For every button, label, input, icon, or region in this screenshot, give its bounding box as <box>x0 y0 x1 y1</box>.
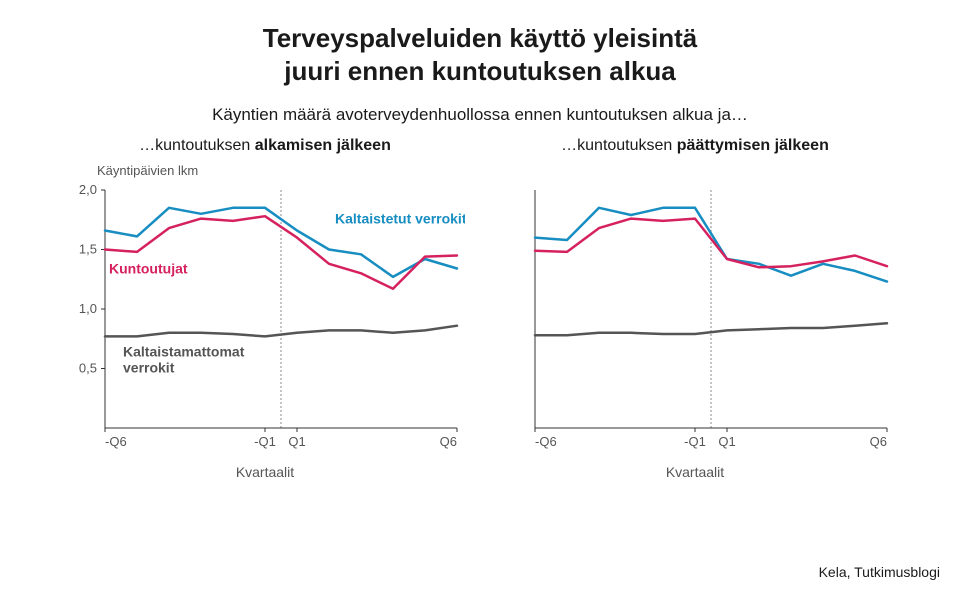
subtitle: Käyntien määrä avoterveydenhuollossa enn… <box>0 105 960 125</box>
x-tick-label: -Q6 <box>535 434 557 449</box>
x-tick-label: Q1 <box>718 434 735 449</box>
right-panel-title: …kuntoutuksen päättymisen jälkeen <box>495 137 895 155</box>
left-chart-wrap: 0,5 1,0 1,5 2,0 -Q6 -Q1 Q1 Q6 Kaltaistetut verro… <box>65 180 465 460</box>
label-unmatched: Kaltaistamattomatverrokit <box>123 344 245 376</box>
credit-text: Kela, Tutkimusblogi <box>819 564 940 580</box>
right-chart-wrap: -Q6 -Q1 Q1 Q6 <box>495 180 895 460</box>
right-title-bold: päättymisen jälkeen <box>677 137 829 154</box>
left-x-axis-label: Kvartaalit <box>65 464 465 480</box>
x-tick-label: -Q6 <box>105 434 127 449</box>
chart-panels: …kuntoutuksen alkamisen jälkeen Käyntipä… <box>0 137 960 480</box>
title-line-2: juuri ennen kuntoutuksen alkua <box>284 56 676 86</box>
left-panel-title: …kuntoutuksen alkamisen jälkeen <box>65 137 465 155</box>
series-unmatched <box>535 323 887 335</box>
y-tick-label: 0,5 <box>79 361 97 376</box>
title-line-1: Terveyspalveluiden käyttö yleisintä <box>263 23 697 53</box>
label-kuntoutujat: Kuntoutujat <box>109 260 188 276</box>
y-axis-label-right <box>527 163 895 178</box>
y-tick-label: 1,5 <box>79 242 97 257</box>
left-title-prefix: …kuntoutuksen <box>139 137 255 154</box>
right-x-axis-label: Kvartaalit <box>495 464 895 480</box>
y-tick-label: 2,0 <box>79 182 97 197</box>
left-title-bold: alkamisen jälkeen <box>255 137 391 154</box>
right-title-prefix: …kuntoutuksen <box>561 137 677 154</box>
x-tick-label: Q6 <box>440 434 457 449</box>
label-matched: Kaltaistetut verrokit <box>335 210 465 226</box>
y-tick-label: 1,0 <box>79 301 97 316</box>
series-kuntoutujat <box>105 216 457 289</box>
main-title: Terveyspalveluiden käyttö yleisintä juur… <box>0 0 960 87</box>
x-tick-label: -Q1 <box>254 434 276 449</box>
right-chart: -Q6 -Q1 Q1 Q6 <box>495 180 895 460</box>
x-tick-label: Q6 <box>870 434 887 449</box>
y-axis-label: Käyntipäivien lkm <box>97 163 465 178</box>
left-panel: …kuntoutuksen alkamisen jälkeen Käyntipä… <box>65 137 465 480</box>
x-tick-label: Q1 <box>288 434 305 449</box>
right-panel: …kuntoutuksen päättymisen jälkeen -Q6 -Q1… <box>495 137 895 480</box>
left-chart: 0,5 1,0 1,5 2,0 -Q6 -Q1 Q1 Q6 Kaltaistetut verro… <box>65 180 465 460</box>
x-tick-label: -Q1 <box>684 434 706 449</box>
